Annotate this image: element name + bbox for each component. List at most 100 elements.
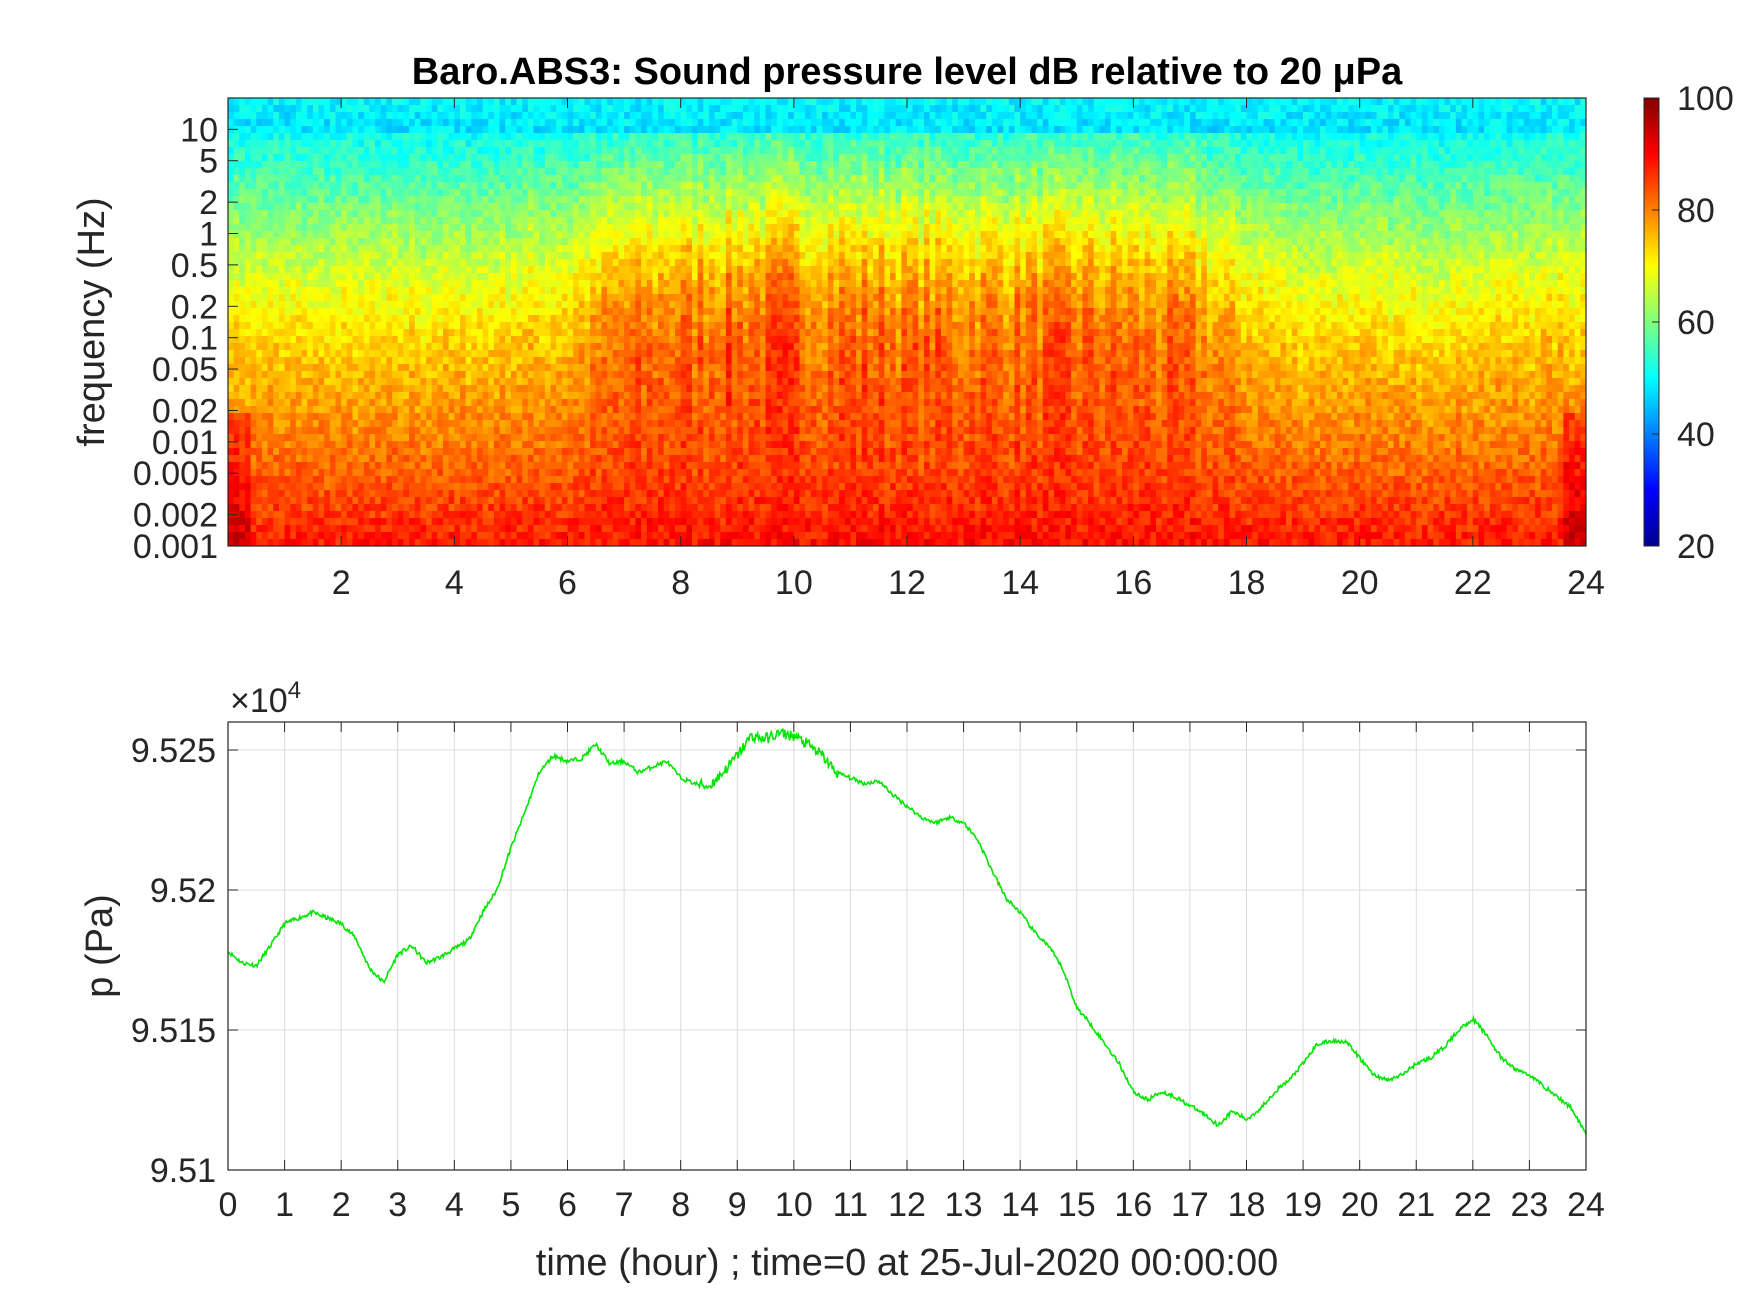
heatmap-cell <box>516 210 523 218</box>
heatmap-cell <box>301 336 308 344</box>
heatmap-cell <box>584 357 591 365</box>
heatmap-cell <box>663 427 670 435</box>
heatmap-cell <box>420 371 427 379</box>
heatmap-cell <box>578 532 586 540</box>
heatmap-cell <box>539 483 546 491</box>
heatmap-cell <box>646 462 653 470</box>
heatmap-cell <box>601 490 608 498</box>
heatmap-cell <box>624 343 631 351</box>
heatmap-cell <box>556 371 563 379</box>
heatmap-cell <box>295 168 303 176</box>
heatmap-cell <box>629 350 636 358</box>
heatmap-cell <box>607 532 614 540</box>
heatmap-cell <box>590 357 597 365</box>
heatmap-cell <box>601 203 608 211</box>
heatmap-cell <box>601 266 608 274</box>
heatmap-cell <box>488 455 495 463</box>
heatmap-cell <box>290 357 297 365</box>
heatmap-cell <box>290 245 297 253</box>
heatmap-cell <box>510 511 518 519</box>
heatmap-cell <box>499 364 506 372</box>
heatmap-cell <box>612 259 620 267</box>
heatmap-cell <box>233 399 240 407</box>
heatmap-cell <box>256 252 263 260</box>
heatmap-cell <box>341 133 348 141</box>
heatmap-cell <box>228 392 235 400</box>
heatmap-cell <box>307 420 314 428</box>
heatmap-cell <box>369 112 376 120</box>
heatmap-cell <box>403 315 410 323</box>
heatmap-cell <box>584 147 591 155</box>
heatmap-cell <box>635 336 642 344</box>
heatmap-cell <box>527 315 535 323</box>
heatmap-cell <box>295 147 303 155</box>
heatmap-cell <box>663 343 670 351</box>
heatmap-cell <box>352 413 359 421</box>
heatmap-cell <box>663 161 670 169</box>
heatmap-cell <box>471 511 478 519</box>
heatmap-cell <box>437 196 444 204</box>
heatmap-cell <box>426 504 433 512</box>
heatmap-cell <box>527 469 535 477</box>
heatmap-cell <box>273 168 280 176</box>
heatmap-cell <box>539 224 546 232</box>
heatmap-cell <box>459 259 467 267</box>
heatmap-cell <box>567 196 574 204</box>
heatmap-cell <box>624 140 631 148</box>
heatmap-cell <box>244 525 252 533</box>
heatmap-cell <box>324 280 331 288</box>
heatmap-cell <box>273 280 280 288</box>
heatmap-cell <box>324 343 331 351</box>
heatmap-cell <box>341 224 348 232</box>
heatmap-cell <box>403 399 410 407</box>
heatmap-cell <box>459 231 467 239</box>
heatmap-cell <box>278 511 286 519</box>
heatmap-cell <box>510 497 518 505</box>
heatmap-cell <box>443 147 450 155</box>
heatmap-cell <box>635 476 642 484</box>
heatmap-cell <box>652 161 659 169</box>
heatmap-cell <box>295 469 303 477</box>
heatmap-cell <box>346 112 354 120</box>
heatmap-cell <box>329 189 337 197</box>
heatmap-cell <box>522 301 529 309</box>
heatmap-cell <box>556 245 563 253</box>
heatmap-cell <box>618 196 625 204</box>
heatmap-cell <box>290 371 297 379</box>
heatmap-cell <box>278 252 286 260</box>
heatmap-cell <box>301 392 308 400</box>
heatmap-cell <box>420 322 427 330</box>
heatmap-cell <box>573 483 580 491</box>
heatmap-cell <box>561 343 569 351</box>
heatmap-cell <box>590 434 597 442</box>
heatmap-cell <box>358 427 365 435</box>
heatmap-cell <box>329 287 337 295</box>
heatmap-cell <box>533 301 540 309</box>
heatmap-cell <box>556 126 563 134</box>
heatmap-cell <box>318 98 325 106</box>
heatmap-cell <box>273 119 280 127</box>
heatmap-cell <box>539 350 546 358</box>
heatmap-cell <box>233 434 240 442</box>
heatmap-cell <box>612 371 620 379</box>
heatmap-cell <box>567 168 574 176</box>
heatmap-cell <box>527 203 535 211</box>
heatmap-cell <box>505 238 512 246</box>
heatmap-cell <box>273 231 280 239</box>
heatmap-cell <box>363 112 371 120</box>
heatmap-cell <box>573 287 580 295</box>
heatmap-cell <box>493 350 501 358</box>
heatmap-cell <box>290 490 297 498</box>
heatmap-cell <box>301 154 308 162</box>
heatmap-cell <box>403 259 410 267</box>
heatmap-cell <box>493 490 501 498</box>
heatmap-cell <box>590 252 597 260</box>
heatmap-cell <box>409 455 416 463</box>
heatmap-cell <box>443 539 450 546</box>
heatmap-cell <box>646 490 653 498</box>
heatmap-cell <box>584 350 591 358</box>
heatmap-cell <box>499 231 506 239</box>
heatmap-cell <box>505 322 512 330</box>
heatmap-cell <box>601 532 608 540</box>
heatmap-cell <box>375 189 382 197</box>
